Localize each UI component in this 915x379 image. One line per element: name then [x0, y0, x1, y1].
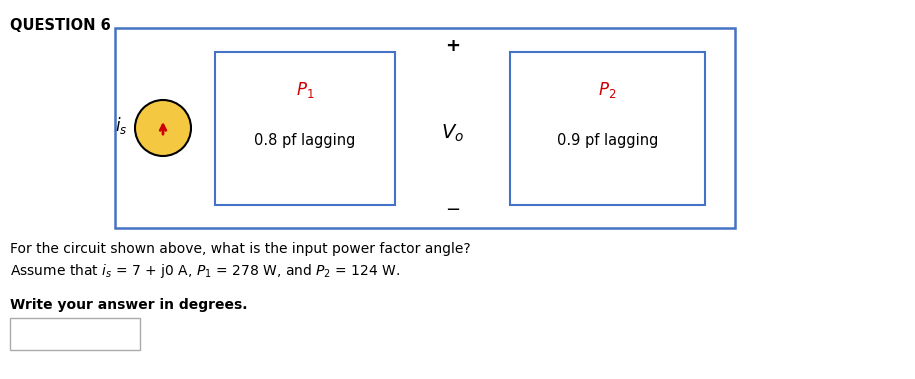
Text: $V_o$: $V_o$	[441, 122, 464, 144]
Text: 0.8 pf lagging: 0.8 pf lagging	[254, 133, 356, 148]
Bar	[215, 52, 395, 205]
Bar	[510, 52, 705, 205]
Text: For the circuit shown above, what is the input power factor angle?: For the circuit shown above, what is the…	[10, 242, 470, 256]
Text: $P_2$: $P_2$	[598, 80, 617, 100]
Text: $P_1$: $P_1$	[296, 80, 314, 100]
Bar	[115, 28, 735, 228]
Circle shape	[135, 100, 191, 156]
Text: Assume that $i_s$ = 7 + j0 A, $P_1$ = 278 W, and $P_2$ = 124 W.: Assume that $i_s$ = 7 + j0 A, $P_1$ = 27…	[10, 262, 401, 280]
Text: +: +	[445, 37, 460, 55]
Text: 0.9 pf lagging: 0.9 pf lagging	[557, 133, 658, 148]
Text: QUESTION 6: QUESTION 6	[10, 18, 111, 33]
Bar	[10, 318, 140, 350]
Text: $i_s$: $i_s$	[114, 114, 127, 136]
Text: Write your answer in degrees.: Write your answer in degrees.	[10, 298, 247, 312]
Text: −: −	[445, 201, 460, 219]
